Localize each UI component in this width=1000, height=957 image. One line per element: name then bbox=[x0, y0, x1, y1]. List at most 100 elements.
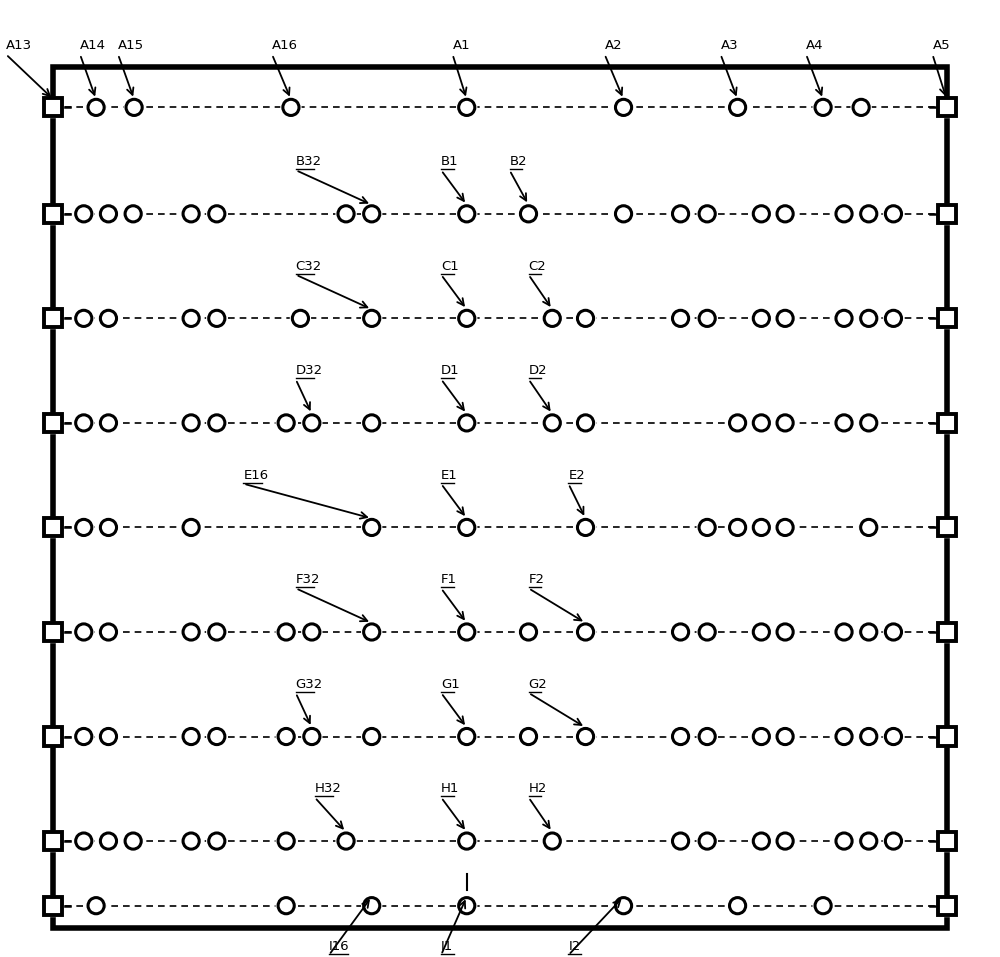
Circle shape bbox=[336, 831, 356, 851]
Bar bbox=[938, 832, 956, 850]
Bar bbox=[937, 831, 957, 851]
Bar bbox=[43, 622, 63, 642]
Bar bbox=[44, 897, 62, 915]
Circle shape bbox=[457, 896, 477, 916]
Circle shape bbox=[813, 896, 833, 916]
Circle shape bbox=[751, 622, 771, 642]
Circle shape bbox=[207, 622, 227, 642]
Circle shape bbox=[181, 622, 201, 642]
Circle shape bbox=[207, 308, 227, 328]
Circle shape bbox=[544, 833, 560, 849]
Circle shape bbox=[861, 310, 877, 326]
Circle shape bbox=[124, 98, 144, 118]
Bar bbox=[44, 309, 62, 327]
Circle shape bbox=[751, 204, 771, 224]
Circle shape bbox=[576, 726, 596, 746]
Text: A2: A2 bbox=[605, 39, 622, 53]
Circle shape bbox=[98, 518, 118, 538]
Circle shape bbox=[730, 898, 746, 914]
Text: A5: A5 bbox=[932, 39, 950, 53]
Circle shape bbox=[364, 520, 380, 536]
Circle shape bbox=[672, 728, 689, 745]
Circle shape bbox=[74, 204, 94, 224]
Circle shape bbox=[459, 833, 475, 849]
Bar bbox=[937, 98, 957, 118]
Circle shape bbox=[183, 310, 199, 326]
Circle shape bbox=[861, 833, 877, 849]
Circle shape bbox=[859, 308, 879, 328]
Circle shape bbox=[74, 518, 94, 538]
Circle shape bbox=[209, 728, 225, 745]
Circle shape bbox=[459, 898, 475, 914]
Circle shape bbox=[181, 204, 201, 224]
Circle shape bbox=[697, 831, 717, 851]
Circle shape bbox=[885, 624, 902, 640]
Circle shape bbox=[751, 308, 771, 328]
Circle shape bbox=[181, 412, 201, 433]
Circle shape bbox=[278, 414, 294, 431]
Bar bbox=[938, 413, 956, 432]
Circle shape bbox=[519, 622, 538, 642]
Text: H2: H2 bbox=[529, 783, 547, 795]
Circle shape bbox=[576, 622, 596, 642]
Circle shape bbox=[834, 726, 854, 746]
Circle shape bbox=[699, 520, 715, 536]
Circle shape bbox=[753, 833, 769, 849]
Text: A4: A4 bbox=[806, 39, 824, 53]
Bar bbox=[937, 896, 957, 916]
Circle shape bbox=[834, 308, 854, 328]
Circle shape bbox=[859, 726, 879, 746]
Bar bbox=[938, 309, 956, 327]
Circle shape bbox=[672, 624, 689, 640]
Bar bbox=[938, 897, 956, 915]
Circle shape bbox=[209, 624, 225, 640]
Circle shape bbox=[751, 412, 771, 433]
Bar bbox=[44, 727, 62, 746]
Circle shape bbox=[338, 833, 354, 849]
Circle shape bbox=[457, 204, 477, 224]
Circle shape bbox=[336, 204, 356, 224]
Circle shape bbox=[302, 622, 322, 642]
Circle shape bbox=[577, 624, 594, 640]
Circle shape bbox=[457, 98, 477, 118]
Circle shape bbox=[730, 414, 746, 431]
Text: C32: C32 bbox=[296, 259, 322, 273]
Circle shape bbox=[76, 206, 92, 222]
Circle shape bbox=[751, 518, 771, 538]
Text: E2: E2 bbox=[568, 469, 585, 481]
Bar bbox=[938, 519, 956, 537]
Circle shape bbox=[753, 206, 769, 222]
Circle shape bbox=[834, 831, 854, 851]
Circle shape bbox=[836, 414, 852, 431]
Circle shape bbox=[362, 204, 382, 224]
Circle shape bbox=[183, 206, 199, 222]
Bar bbox=[44, 205, 62, 223]
Circle shape bbox=[338, 206, 354, 222]
Circle shape bbox=[576, 412, 596, 433]
Circle shape bbox=[283, 100, 299, 116]
Text: A1: A1 bbox=[452, 39, 470, 53]
Circle shape bbox=[123, 831, 143, 851]
Circle shape bbox=[181, 726, 201, 746]
Circle shape bbox=[851, 98, 871, 118]
Circle shape bbox=[775, 622, 795, 642]
Circle shape bbox=[861, 728, 877, 745]
Bar bbox=[938, 99, 956, 117]
Circle shape bbox=[777, 414, 793, 431]
Circle shape bbox=[183, 414, 199, 431]
Circle shape bbox=[753, 520, 769, 536]
Circle shape bbox=[859, 622, 879, 642]
Circle shape bbox=[209, 833, 225, 849]
Bar bbox=[44, 413, 62, 432]
Circle shape bbox=[459, 624, 475, 640]
Circle shape bbox=[457, 726, 477, 746]
Circle shape bbox=[836, 728, 852, 745]
Bar bbox=[938, 623, 956, 641]
Bar bbox=[43, 831, 63, 851]
Circle shape bbox=[98, 308, 118, 328]
Circle shape bbox=[459, 310, 475, 326]
Text: I2: I2 bbox=[568, 940, 581, 953]
Circle shape bbox=[209, 206, 225, 222]
Circle shape bbox=[775, 831, 795, 851]
Circle shape bbox=[304, 728, 320, 745]
